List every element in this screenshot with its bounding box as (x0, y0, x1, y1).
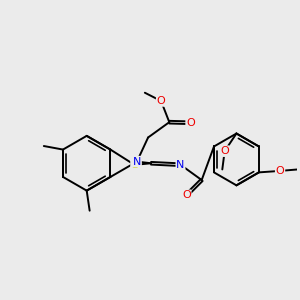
Text: O: O (186, 118, 195, 128)
Text: O: O (182, 190, 191, 200)
Text: O: O (220, 146, 229, 156)
Text: O: O (157, 96, 165, 106)
Text: O: O (276, 166, 284, 176)
Text: N: N (176, 160, 185, 170)
Text: N: N (133, 157, 141, 166)
Text: S: S (131, 160, 138, 170)
